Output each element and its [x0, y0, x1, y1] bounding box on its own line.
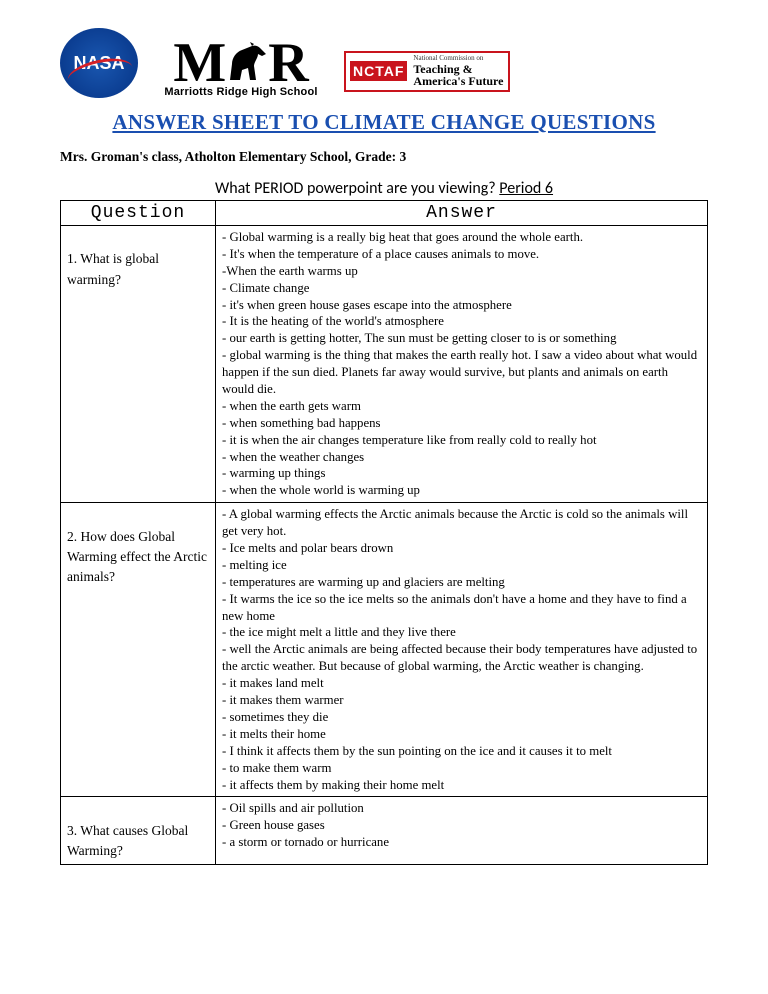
- mr-letter-r: R: [268, 40, 308, 88]
- answer-line: - it makes land melt: [222, 675, 701, 692]
- answer-line: - when the weather changes: [222, 449, 701, 466]
- col-question: Question: [61, 201, 216, 226]
- answer-cell: - A global warming effects the Arctic an…: [216, 503, 708, 797]
- question-cell: 1. What is global warming?: [61, 226, 216, 503]
- mr-letter-m: M: [173, 40, 226, 88]
- answer-line: - to make them warm: [222, 760, 701, 777]
- question-text: 1. What is global warming?: [67, 249, 209, 290]
- table-row: 3. What causes Global Warming?- Oil spil…: [61, 797, 708, 865]
- nctaf-badge: NCTAF: [350, 61, 407, 81]
- table-row: 2. How does Global Warming effect the Ar…: [61, 503, 708, 797]
- answer-line: - It's when the temperature of a place c…: [222, 246, 701, 263]
- answer-line: - when something bad happens: [222, 415, 701, 432]
- answer-line: - our earth is getting hotter, The sun m…: [222, 330, 701, 347]
- school-name: Marriotts Ridge High School: [156, 86, 326, 98]
- answer-cell: - Global warming is a really big heat th…: [216, 226, 708, 503]
- answer-line: - it makes them warmer: [222, 692, 701, 709]
- logo-row: NASA M R Marriotts Ridge High School NCT…: [60, 28, 708, 98]
- page-title: ANSWER SHEET TO CLIMATE CHANGE QUESTIONS: [60, 110, 708, 135]
- answer-line: - when the earth gets warm: [222, 398, 701, 415]
- nctaf-line2: America's Future: [413, 74, 503, 88]
- question-text: 2. How does Global Warming effect the Ar…: [67, 527, 209, 588]
- answer-line: - It is the heating of the world's atmos…: [222, 313, 701, 330]
- nasa-text: NASA: [73, 53, 124, 74]
- answer-line: - it affects them by making their home m…: [222, 777, 701, 794]
- question-cell: 2. How does Global Warming effect the Ar…: [61, 503, 216, 797]
- answer-line: - it is when the air changes temperature…: [222, 432, 701, 449]
- table-row: 1. What is global warming? - Global warmi…: [61, 226, 708, 503]
- answer-line: - Green house gases: [222, 817, 701, 834]
- answer-line: - it's when green house gases escape int…: [222, 297, 701, 314]
- answer-line: - global warming is the thing that makes…: [222, 347, 701, 398]
- nasa-logo: NASA: [60, 28, 138, 98]
- answer-line: - melting ice: [222, 557, 701, 574]
- horse-icon: [224, 40, 270, 82]
- answer-line: - Global warming is a really big heat th…: [222, 229, 701, 246]
- answer-line: - when the whole world is warming up: [222, 482, 701, 499]
- question-cell: 3. What causes Global Warming?: [61, 797, 216, 865]
- col-answer: Answer: [216, 201, 708, 226]
- answer-line: - well the Arctic animals are being affe…: [222, 641, 701, 675]
- school-logo: M R Marriotts Ridge High School: [156, 40, 326, 98]
- answer-line: - Oil spills and air pollution: [222, 800, 701, 817]
- answer-line: - Climate change: [222, 280, 701, 297]
- answer-line: - it melts their home: [222, 726, 701, 743]
- class-line: Mrs. Groman's class, Atholton Elementary…: [60, 149, 708, 165]
- answer-line: - sometimes they die: [222, 709, 701, 726]
- period-label: What PERIOD powerpoint are you viewing?: [215, 179, 499, 198]
- period-value: Period 6: [499, 179, 553, 198]
- answer-line: - a storm or tornado or hurricane: [222, 834, 701, 851]
- answer-line: - Ice melts and polar bears drown: [222, 540, 701, 557]
- nctaf-logo: NCTAF National Commission on Teaching & …: [344, 51, 510, 92]
- answer-line: - I think it affects them by the sun poi…: [222, 743, 701, 760]
- nctaf-small: National Commission on: [413, 55, 503, 62]
- answer-cell: - Oil spills and air pollution- Green ho…: [216, 797, 708, 865]
- answer-line: - A global warming effects the Arctic an…: [222, 506, 701, 540]
- answer-line: -When the earth warms up: [222, 263, 701, 280]
- answer-line: - temperatures are warming up and glacie…: [222, 574, 701, 591]
- qa-table: Question Answer 1. What is global warmin…: [60, 200, 708, 865]
- period-line: What PERIOD powerpoint are you viewing? …: [60, 179, 708, 198]
- answer-line: - warming up things: [222, 465, 701, 482]
- answer-line: - It warms the ice so the ice melts so t…: [222, 591, 701, 625]
- question-text: 3. What causes Global Warming?: [67, 821, 209, 862]
- answer-line: - the ice might melt a little and they l…: [222, 624, 701, 641]
